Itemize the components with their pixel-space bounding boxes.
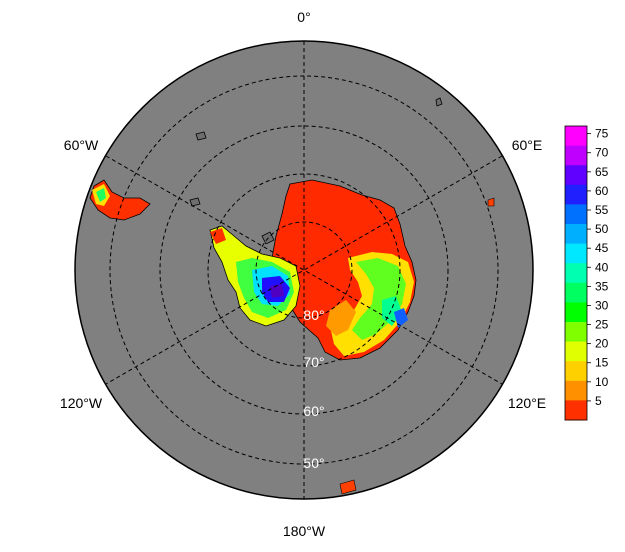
colorbar-tick-label: 25 (595, 318, 609, 332)
lon-label-180w: 180°W (283, 523, 326, 539)
lon-label-60w: 60°W (64, 137, 99, 153)
lon-label-0: 0° (297, 9, 310, 25)
lat-label-70: 70° (303, 354, 324, 370)
peninsula-purple-core (270, 284, 284, 298)
colorbar-cell (565, 400, 587, 421)
colorbar-tick-label: 20 (595, 337, 609, 351)
colorbar: 75 70 65 60 55 50 45 40 35 30 25 20 15 10 5 (564, 125, 609, 421)
lat-label-60: 60° (303, 403, 324, 419)
colorbar-cell (565, 204, 587, 225)
colorbar-tick-label: 40 (595, 260, 609, 274)
colorbar-cell (565, 380, 587, 401)
colorbar-tick-label: 75 (595, 127, 609, 141)
longitude-grid (105, 41, 503, 499)
peninsula-tip-red (210, 228, 226, 244)
colorbar-tick-label: 60 (595, 184, 609, 198)
colorbar-cell (565, 302, 587, 323)
colorbar-cell (565, 184, 587, 205)
island-south-of-nz (339, 479, 357, 495)
colorbar-frame (564, 125, 588, 421)
colorbar-tick-label: 5 (595, 394, 602, 408)
colorbar-tick-label: 15 (595, 356, 609, 370)
colorbar-cell (565, 243, 587, 264)
colorbar-cell (565, 165, 587, 186)
south-america-green (96, 188, 106, 202)
colorbar-tick-label: 35 (595, 279, 609, 293)
colorbar-cell (565, 126, 587, 147)
colorbar-cell (565, 322, 587, 343)
colorbar-cell (565, 341, 587, 362)
lon-label-120w: 120°W (60, 395, 103, 411)
island-kerguelen (487, 197, 495, 207)
colorbar-tick-label: 30 (595, 298, 609, 312)
lat-label-50: 50° (303, 455, 324, 471)
lon-label-60e: 60°E (512, 137, 543, 153)
colorbar-cell (565, 282, 587, 303)
island-south-georgia (189, 197, 201, 207)
colorbar-tick-label: 50 (595, 222, 609, 236)
colorbar-tick-label: 55 (595, 203, 609, 217)
colorbar-tick-label: 65 (595, 165, 609, 179)
colorbar-cell (565, 361, 587, 382)
colorbar-cell (565, 224, 587, 245)
east-antarctica-lime-zone (352, 258, 406, 340)
colorbar-tick-label: 45 (595, 241, 609, 255)
colorbar-cell (565, 145, 587, 166)
island-falklands (195, 131, 207, 141)
east-antarctica-blue-patch (394, 308, 408, 328)
lon-label-120e: 120°E (508, 395, 546, 411)
lat-label-80: 80° (303, 307, 324, 323)
east-antarctica-orange-band (326, 300, 356, 336)
colorbar-tick-label: 10 (595, 375, 609, 389)
colorbar-tick-label: 70 (595, 146, 609, 160)
island-bouvet (435, 97, 443, 107)
colorbar-cell (565, 263, 587, 284)
